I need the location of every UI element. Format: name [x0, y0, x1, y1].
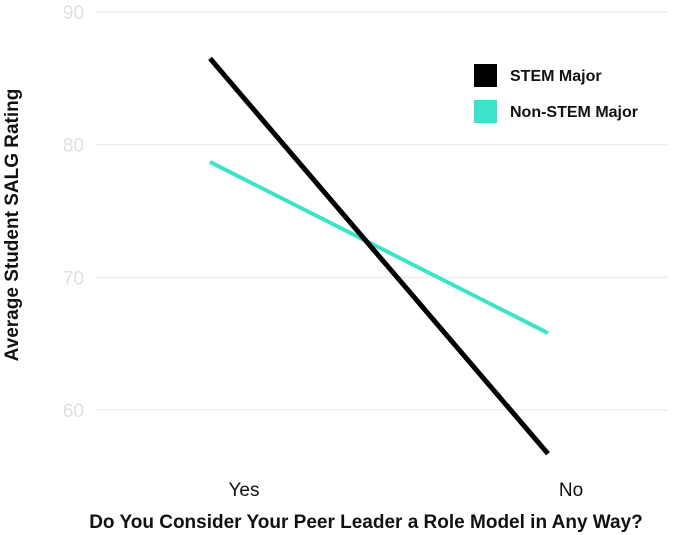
- series-line-stem-major: [208, 56, 550, 456]
- x-axis-title: Do You Consider Your Peer Leader a Role …: [89, 512, 643, 533]
- legend-label-stem-major: STEM Major: [510, 68, 602, 85]
- legend-label-non-stem-major: Non-STEM Major: [510, 104, 638, 121]
- y-tick-80: 80: [63, 136, 84, 157]
- y-axis-title: Average Student SALG Rating: [2, 89, 23, 362]
- legend: STEM Major Non-STEM Major: [474, 64, 638, 123]
- y-tick-labels: 60 70 80 90: [63, 3, 84, 422]
- x-tick-no: No: [559, 480, 583, 501]
- grid-lines: [95, 11, 668, 411]
- y-tick-60: 60: [63, 401, 84, 422]
- x-tick-labels: Yes No: [229, 480, 584, 501]
- series-lines: [208, 56, 550, 456]
- series-line-non-stem-major: [209, 160, 549, 335]
- y-tick-90: 90: [63, 3, 84, 24]
- x-tick-yes: Yes: [229, 480, 260, 501]
- y-tick-70: 70: [63, 268, 84, 289]
- legend-swatch-non-stem-major: [474, 100, 497, 123]
- legend-swatch-stem-major: [474, 64, 497, 87]
